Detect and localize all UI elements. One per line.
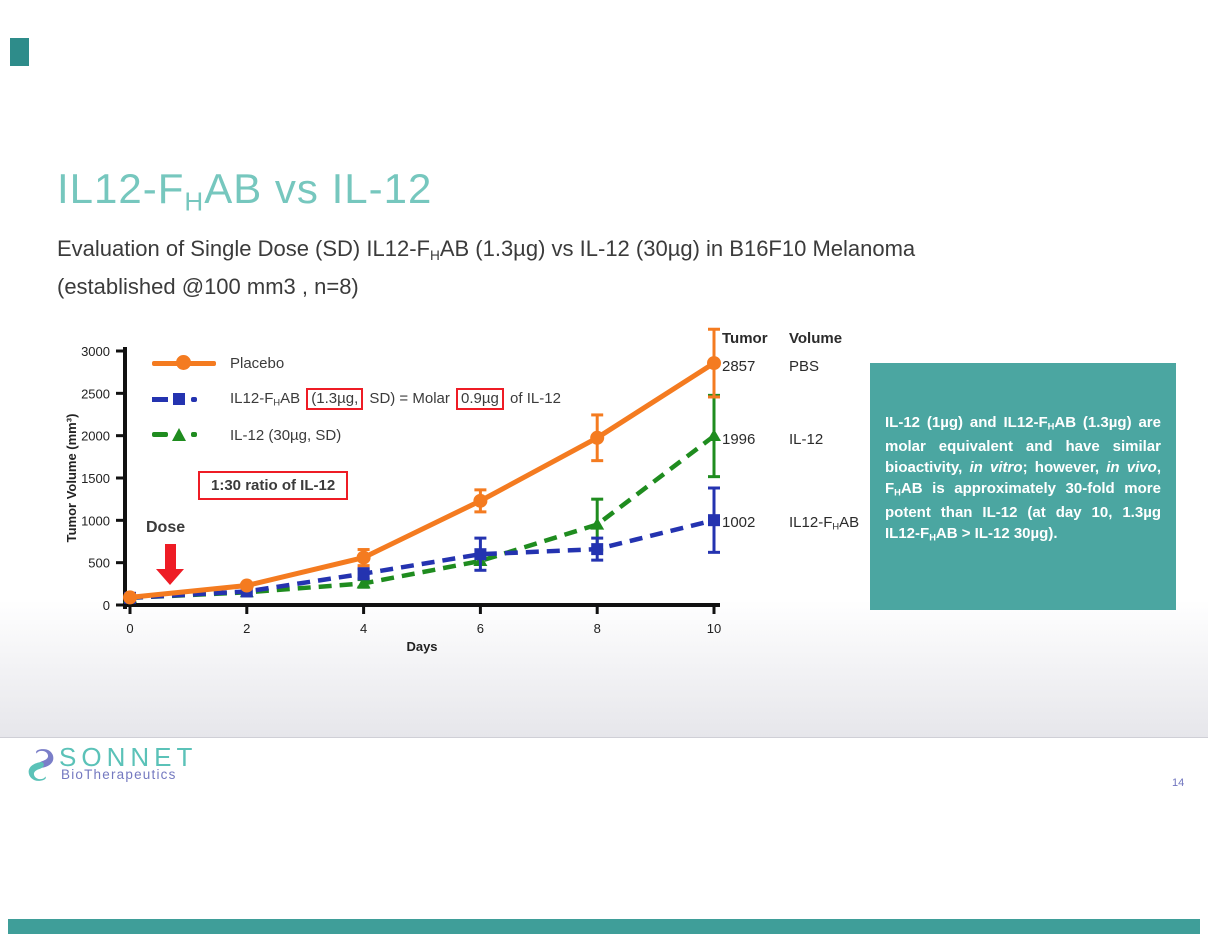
series-line-il-12 [129, 434, 716, 601]
conclusion-text: IL-12 (1µg) and IL12-FHAB (1.3µg) are mo… [885, 413, 1161, 549]
text-segment: , F [885, 459, 1161, 497]
data-point-il12-fhab [474, 548, 487, 561]
legend-row-placebo: Placebo [152, 345, 561, 381]
legend-label-placebo: Placebo [230, 354, 285, 372]
text-segment: IL-12 [789, 431, 824, 448]
legend-label-il12: IL-12 (30µg, SD) [230, 426, 342, 444]
y-tick-label: 2000 [81, 429, 110, 444]
data-point-placebo [239, 578, 254, 593]
data-point-il12-fhab [591, 543, 604, 556]
text-segment: H [1047, 421, 1055, 432]
data-point-il-12 [590, 517, 605, 530]
text-segment: IL12-F [789, 514, 833, 531]
x-axis-title: Days [406, 639, 437, 654]
text-segment: AB is approximately 30-fold more potent … [885, 479, 1161, 543]
table-header-tumor: Tumor [722, 330, 768, 347]
text-segment: SD) = Molar [365, 390, 455, 408]
data-point-il-12 [356, 576, 371, 589]
text-segment: H [184, 186, 205, 217]
data-point-placebo [123, 590, 137, 605]
sonnet-logo-icon [28, 749, 54, 781]
page-number: 14 [1172, 777, 1185, 789]
text-segment: H [929, 532, 936, 543]
x-tick-label: 2 [243, 621, 250, 636]
y-tick-label: 3000 [81, 344, 110, 359]
logo-name: SONNET [59, 742, 198, 772]
text-segment: H [832, 521, 840, 532]
x-tick-label: 0 [126, 621, 133, 636]
series-line-placebo [129, 361, 716, 600]
legend-label-il12fhab: IL12-FHAB (1.3µg, SD) = Molar 0.9µg of I… [230, 388, 561, 410]
table-row-label: IL-12 [789, 431, 899, 448]
text-segment: IL-12 (1µg) and IL12-F [885, 414, 1048, 431]
text-segment: in vitro [969, 459, 1023, 477]
data-point-placebo [356, 550, 371, 565]
data-point-placebo [473, 493, 488, 508]
series-line-il12-fhab [129, 517, 715, 601]
text-segment: of IL-12 [505, 390, 561, 408]
table-row-value: 2857 [722, 358, 756, 375]
text-segment: IL12-F [57, 165, 185, 212]
table-row-label: PBS [789, 358, 899, 375]
text-segment: 0.9µg [456, 388, 504, 410]
top-left-accent-bar [10, 38, 29, 66]
text-segment: PBS [789, 358, 820, 375]
y-axis-title: Tumor Volume (mm³) [64, 414, 79, 543]
data-point-placebo [590, 430, 605, 445]
text-segment: AB vs IL-12 [204, 165, 433, 212]
y-tick-label: 500 [88, 556, 110, 571]
placebo-line-marker [152, 355, 216, 371]
y-tick-label: 1500 [81, 471, 110, 486]
legend-row-il12fhab: IL12-FHAB (1.3µg, SD) = Molar 0.9µg of I… [152, 381, 561, 417]
text-segment: AB (1.3µg) vs IL-12 (30µg) in B16F10 Mel… [439, 236, 916, 261]
text-segment: ; however, [1022, 459, 1107, 477]
text-segment: (established @100 mm3 , n=8) [57, 273, 359, 299]
y-tick-label: 0 [103, 598, 110, 613]
text-segment: AB (1.3µg) are molar equivalent and have… [885, 414, 1161, 477]
subtitle: Evaluation of Single Dose (SD) IL12-FHAB… [57, 233, 1102, 302]
y-tick-label: 2500 [81, 386, 110, 401]
x-tick-label: 10 [707, 621, 721, 636]
dose-arrow-icon [156, 544, 184, 585]
il12fhab-line-marker [152, 391, 216, 407]
sonnet-logo: SONNET BioTherapeutics [26, 742, 286, 802]
page-title: IL12-FHAB vs IL-12 [57, 165, 432, 217]
legend-row-il12: IL-12 (30µg, SD) [152, 417, 561, 453]
text-segment: IL12-F [230, 390, 274, 408]
table-header-volume: Volume [789, 330, 843, 347]
chart-legend: Placebo IL12-FHAB (1.3µg, SD) = Molar 0.… [152, 345, 561, 453]
data-point-placebo [707, 356, 721, 371]
y-tick-label: 1000 [81, 513, 110, 528]
logo-tagline: BioTherapeutics [61, 767, 177, 782]
text-segment: AB [839, 514, 860, 531]
il12-line-marker [152, 427, 216, 443]
data-point-il-12 [707, 429, 721, 442]
text-segment: AB > IL-12 30µg). [935, 525, 1058, 543]
bottom-accent-bar [8, 919, 1200, 934]
tumor-chart-svg: 0 500 1000 1500 2000 2500 3000 0 2 4 6 8 10 Days Tumor… [64, 327, 721, 654]
tumor-volume-chart: 0 500 1000 1500 2000 2500 3000 0 2 4 6 8 10 Days Tumor… [60, 325, 740, 670]
x-tick-label: 4 [360, 621, 367, 636]
text-segment: H [273, 397, 281, 408]
conclusion-callout-box: IL-12 (1µg) and IL12-FHAB (1.3µg) are mo… [870, 363, 1176, 610]
ratio-annotation-box: 1:30 ratio of IL-12 [198, 471, 349, 500]
data-point-il12-fhab [357, 567, 370, 580]
text-segment: in vivo [1106, 459, 1157, 477]
text-segment: Evaluation of Single Dose (SD) IL12-F [57, 236, 430, 261]
table-row-value: 1002 [722, 514, 756, 531]
dose-label: Dose [146, 519, 186, 536]
text-segment: H [429, 247, 440, 263]
x-tick-label: 6 [477, 621, 484, 636]
table-row-value: 1996 [722, 431, 756, 448]
content-bottom-gradient [0, 600, 1208, 738]
text-segment: H [894, 487, 901, 498]
x-tick-label: 8 [594, 621, 601, 636]
text-segment: AB [280, 390, 305, 408]
table-row-label: IL12-FHAB [789, 514, 899, 532]
text-segment: (1.3µg, [306, 388, 364, 410]
data-point-il12-fhab [708, 514, 720, 527]
